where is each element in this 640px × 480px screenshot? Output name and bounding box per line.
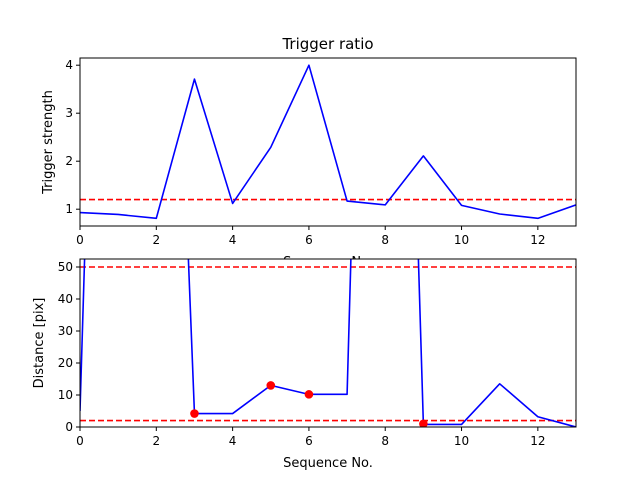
plot-background xyxy=(80,259,576,427)
x-tick-label: 2 xyxy=(152,434,160,448)
y-tick-label: 2 xyxy=(65,154,73,168)
y-tick-label: 20 xyxy=(58,356,73,370)
x-tick-label: 0 xyxy=(76,434,84,448)
distance-panel: Distance [pix] Sequence No. 0 2 4 6 8 10 12 0 10… xyxy=(32,258,577,471)
y-axis-label: Distance [pix] xyxy=(32,298,47,389)
x-axis-label: Sequence No. xyxy=(283,456,373,471)
data-point-marker xyxy=(266,381,276,390)
x-tick-label: 4 xyxy=(229,434,237,448)
chart-title: Trigger ratio xyxy=(281,35,373,53)
data-point-marker xyxy=(304,390,314,399)
y-tick-label: 1 xyxy=(65,202,73,216)
x-tick-label: 10 xyxy=(454,233,469,247)
x-tick-label: 6 xyxy=(305,434,313,448)
y-tick-label: 3 xyxy=(65,106,73,120)
x-tick-label: 10 xyxy=(454,434,469,448)
y-tick-label: 50 xyxy=(58,260,73,274)
series-layer xyxy=(80,259,576,427)
y-axis-label: Trigger strength xyxy=(41,90,56,195)
series-layer xyxy=(80,64,576,220)
y-tick-label: 4 xyxy=(65,58,73,72)
x-tick-label: 0 xyxy=(76,233,84,247)
x-tick-label: 4 xyxy=(229,233,237,247)
x-tick-label: 2 xyxy=(152,233,160,247)
x-tick-label: 6 xyxy=(305,233,313,247)
y-tick-label: 0 xyxy=(65,420,73,434)
x-tick-label: 12 xyxy=(530,434,545,448)
trigger-ratio-panel: Trigger ratio Trigger strength Sequence … xyxy=(41,35,577,270)
plot-frame xyxy=(79,258,577,428)
y-tick-label: 10 xyxy=(58,388,73,402)
threshold-lines xyxy=(80,266,576,422)
x-tick-label: 8 xyxy=(381,233,389,247)
marker-layer xyxy=(190,381,428,427)
x-tick-label: 12 xyxy=(530,233,545,247)
plot-frame xyxy=(79,57,577,227)
data-point-marker xyxy=(190,409,199,418)
y-tick-label: 40 xyxy=(58,292,73,306)
series-line xyxy=(80,259,576,427)
series-line xyxy=(80,64,576,220)
y-tick-label: 30 xyxy=(58,324,73,338)
data-point-marker xyxy=(419,419,428,427)
x-tick-label: 8 xyxy=(381,434,389,448)
axis-ticks: 0 2 4 6 8 10 12 0 10 20 30 40 50 xyxy=(58,260,546,448)
